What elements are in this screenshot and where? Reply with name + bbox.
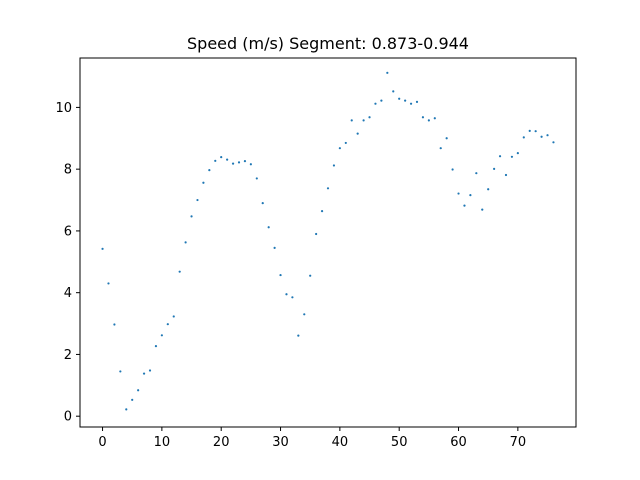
- data-point: [457, 192, 460, 195]
- data-point: [309, 274, 312, 277]
- y-tick-label: 2: [64, 348, 72, 363]
- data-point: [415, 100, 419, 103]
- y-tick-label: 10: [55, 101, 72, 116]
- data-point: [184, 241, 187, 244]
- data-point: [534, 130, 537, 133]
- data-point: [208, 168, 211, 172]
- y-tick-label: 4: [64, 286, 72, 301]
- data-point: [237, 161, 241, 164]
- data-point: [202, 181, 205, 184]
- data-point: [398, 97, 401, 100]
- data-point: [178, 270, 181, 273]
- data-point: [522, 136, 525, 139]
- data-point: [516, 152, 519, 155]
- x-tick-label: 40: [332, 435, 349, 450]
- data-point: [243, 160, 247, 163]
- x-tick-label: 70: [510, 435, 527, 450]
- data-point: [220, 156, 223, 159]
- data-point: [148, 369, 152, 372]
- data-point: [481, 208, 484, 211]
- data-point: [338, 147, 341, 150]
- data-points: [101, 71, 555, 411]
- data-point: [255, 177, 258, 180]
- data-point: [552, 141, 555, 144]
- data-point: [261, 202, 264, 205]
- data-point: [487, 188, 490, 191]
- x-tick-label: 0: [98, 435, 106, 450]
- data-point: [315, 232, 318, 236]
- data-point: [231, 162, 235, 165]
- data-point: [350, 119, 353, 122]
- y-tick-label: 6: [64, 224, 72, 239]
- data-point: [380, 99, 383, 102]
- data-point: [267, 226, 270, 229]
- data-point: [172, 315, 175, 318]
- data-point: [427, 119, 430, 122]
- data-point: [445, 137, 448, 140]
- data-point: [409, 102, 413, 105]
- data-point: [421, 116, 425, 119]
- data-point: [291, 296, 294, 299]
- data-point: [279, 273, 282, 277]
- data-point: [356, 132, 359, 135]
- y-tick-label: 8: [64, 163, 72, 178]
- data-point: [285, 293, 288, 296]
- data-point: [303, 313, 306, 316]
- data-point: [504, 173, 508, 177]
- x-tick-label: 10: [154, 435, 171, 450]
- data-point: [190, 215, 193, 218]
- data-point: [493, 167, 496, 170]
- data-point: [226, 158, 229, 161]
- data-point: [386, 71, 389, 74]
- data-point: [273, 246, 276, 250]
- data-point: [463, 204, 466, 207]
- data-point: [196, 198, 199, 202]
- y-axis: 0 2 4 6 8 10: [55, 101, 80, 425]
- plot-area: [79, 57, 577, 428]
- data-point: [249, 163, 252, 166]
- data-point: [326, 187, 330, 190]
- data-point: [131, 398, 134, 401]
- data-point: [469, 194, 472, 197]
- data-point: [510, 155, 514, 158]
- data-point: [113, 323, 116, 326]
- data-point: [320, 210, 324, 213]
- data-point: [119, 370, 122, 373]
- data-point: [107, 282, 110, 285]
- data-point: [137, 389, 140, 392]
- data-point: [404, 99, 407, 102]
- data-point: [297, 334, 300, 337]
- x-tick-label: 30: [272, 435, 289, 450]
- x-axis: 0 10 20 30 40 50 60 70: [98, 427, 526, 450]
- x-tick-label: 50: [391, 435, 408, 450]
- data-point: [101, 247, 104, 250]
- data-point: [362, 119, 365, 122]
- data-point: [166, 323, 169, 326]
- data-point: [433, 117, 436, 120]
- x-tick-label: 20: [213, 435, 230, 450]
- data-point: [332, 164, 336, 167]
- data-point: [214, 159, 217, 162]
- data-point: [154, 344, 158, 348]
- data-point: [451, 168, 454, 171]
- data-point: [439, 147, 442, 150]
- data-point: [528, 129, 531, 132]
- data-point: [160, 334, 163, 337]
- data-point: [368, 116, 371, 119]
- y-tick-label: 0: [64, 410, 72, 425]
- data-point: [374, 102, 377, 105]
- data-point: [344, 141, 347, 145]
- data-point: [475, 172, 478, 175]
- chart-title: Speed (m/s) Segment: 0.873-0.944: [187, 34, 469, 53]
- data-point: [125, 408, 128, 411]
- data-point: [498, 155, 502, 158]
- x-tick-label: 60: [450, 435, 467, 450]
- data-point: [392, 90, 395, 93]
- data-point: [142, 372, 146, 375]
- data-point: [540, 135, 543, 138]
- data-point: [546, 134, 549, 137]
